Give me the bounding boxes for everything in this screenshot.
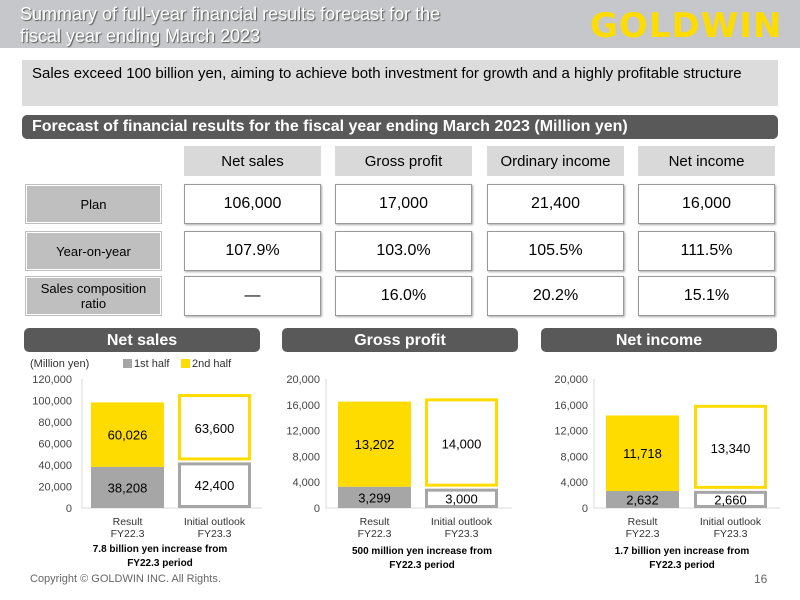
y-tick-label: 120,000: [32, 374, 72, 386]
table-cell: —: [184, 276, 321, 316]
table-cell: 20.2%: [487, 276, 624, 316]
data-label: 60,026: [108, 428, 148, 443]
table-cell: 16,000: [638, 184, 775, 224]
row-header: Year-on-year: [26, 232, 161, 270]
page-number: 16: [754, 572, 768, 586]
x-category-label: Initial outlook: [184, 516, 246, 528]
y-tick-label: 16,000: [286, 400, 320, 412]
y-tick-label: 0: [66, 503, 72, 515]
table-cell: 111.5%: [638, 231, 775, 271]
y-tick-label: 0: [314, 503, 320, 515]
data-label: 63,600: [195, 421, 235, 436]
column-header: Ordinary income: [487, 146, 624, 176]
table-title: Forecast of financial results for the fi…: [22, 115, 778, 139]
y-tick-label: 4,000: [560, 477, 588, 489]
header-bar: Summary of full-year financial results f…: [0, 0, 800, 48]
legend-swatch: [123, 359, 132, 368]
legend-swatch: [181, 359, 190, 368]
table-cell: 105.5%: [487, 231, 624, 271]
data-label: 2,660: [714, 492, 747, 507]
y-tick-label: 40,000: [38, 460, 72, 472]
y-tick-label: 12,000: [554, 426, 588, 438]
legend-first-half: 1st half: [123, 358, 169, 370]
x-category-label: FY22.3: [358, 528, 392, 540]
bar-1st-half: [694, 490, 767, 508]
table-cell: 15.1%: [638, 276, 775, 316]
bar-2nd-half: [338, 401, 411, 487]
table-cell: 21,400: [487, 184, 624, 224]
y-tick-label: 0: [582, 503, 588, 515]
y-tick-label: 4,000: [292, 477, 320, 489]
y-tick-label: 80,000: [38, 417, 72, 429]
x-category-label: FY23.3: [198, 528, 232, 540]
chart-title-gross-profit: Gross profit: [282, 328, 518, 352]
column-header: Net income: [638, 146, 775, 176]
bar-2nd-half: [606, 415, 679, 492]
x-category-label: FY22.3: [626, 528, 660, 540]
x-category-label: FY23.3: [445, 528, 479, 540]
x-category-label: FY22.3: [111, 528, 145, 540]
column-header: Gross profit: [335, 146, 472, 176]
y-tick-label: 8,000: [560, 451, 588, 463]
bar-1st-half: [425, 488, 498, 508]
table-cell: 106,000: [184, 184, 321, 224]
bar-2nd-half: [694, 404, 767, 489]
copyright: Copyright © GOLDWIN INC. All Rights.: [30, 573, 221, 585]
bar-2nd-half: [178, 394, 251, 461]
summary-message: Sales exceed 100 billion yen, aiming to …: [22, 60, 778, 106]
data-label: 38,208: [108, 480, 148, 495]
column-header: Net sales: [184, 146, 321, 176]
data-label: 11,718: [623, 446, 662, 461]
bar-1st-half: [338, 486, 411, 508]
y-tick-label: 20,000: [286, 374, 320, 386]
data-label: 42,400: [195, 478, 235, 493]
unit-label: (Million yen): [30, 358, 90, 370]
y-tick-label: 12,000: [286, 426, 320, 438]
x-category-label: Result: [628, 516, 658, 528]
table-cell: 107.9%: [184, 231, 321, 271]
chart-note-net-income: 1.7 billion yen increase from FY22.3 peri…: [614, 546, 750, 571]
y-tick-label: 20,000: [38, 482, 72, 494]
x-category-label: FY23.3: [714, 528, 748, 540]
x-category-label: Result: [360, 516, 390, 528]
data-label: 13,202: [355, 437, 395, 452]
table-cell: 103.0%: [335, 231, 472, 271]
y-tick-label: 20,000: [554, 374, 588, 386]
y-tick-label: 60,000: [38, 439, 72, 451]
data-label: 13,340: [711, 441, 751, 456]
x-category-label: Initial outlook: [700, 516, 762, 528]
y-tick-label: 8,000: [292, 451, 320, 463]
table-cell: 17,000: [335, 184, 472, 224]
goldwin-logo: GOLDWIN: [590, 6, 783, 46]
row-header: Sales composition ratio: [26, 277, 161, 315]
y-tick-label: 100,000: [32, 396, 72, 408]
page-title: Summary of full-year financial results f…: [20, 4, 441, 46]
data-label: 14,000: [442, 437, 482, 452]
bar-1st-half: [606, 491, 679, 508]
x-category-label: Result: [113, 516, 143, 528]
chart-title-net-income: Net income: [541, 328, 777, 352]
chart-note-net-sales: 7.8 billion yen increase from FY22.3 peri…: [92, 544, 228, 569]
table-cell: 16.0%: [335, 276, 472, 316]
bar-2nd-half: [425, 398, 498, 487]
data-label: 2,632: [626, 493, 659, 508]
bar-1st-half: [178, 462, 251, 509]
chart-note-gross-profit: 500 million yen increase from FY22.3 peri…: [351, 546, 493, 571]
y-tick-label: 16,000: [554, 400, 588, 412]
row-header: Plan: [26, 185, 161, 223]
bar-1st-half: [91, 466, 164, 508]
chart-title-net-sales: Net sales: [24, 328, 260, 352]
x-category-label: Initial outlook: [431, 516, 493, 528]
data-label: 3,299: [358, 490, 391, 505]
data-label: 3,000: [445, 491, 478, 506]
legend-second-half: 2nd half: [181, 358, 231, 370]
bar-2nd-half: [91, 402, 164, 467]
